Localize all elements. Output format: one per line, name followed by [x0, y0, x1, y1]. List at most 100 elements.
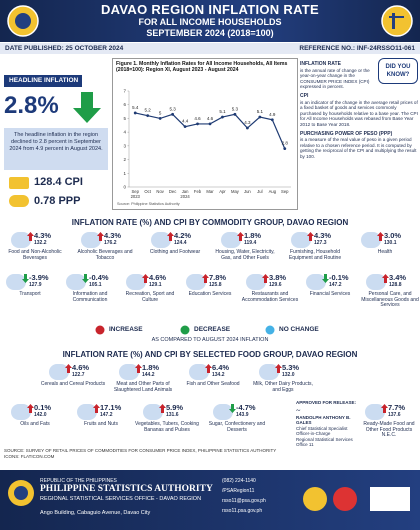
group-cpi: 143.9 — [236, 412, 249, 418]
group-name: Housing, Water, Electricity, Gas, and Ot… — [215, 249, 275, 261]
group-icon — [366, 274, 386, 290]
data-label: 5.2 — [145, 108, 152, 113]
group-icon — [81, 232, 101, 248]
group-rate: 7.7% — [388, 403, 406, 412]
group-name: Transport — [19, 291, 41, 297]
group-icon — [143, 404, 163, 420]
group-card: 7.7% 137.6 Ready-Made Food and Other Food … — [358, 402, 420, 442]
legend-item: NO CHANGE — [265, 324, 319, 337]
group-name: Vegetables, Tubers, Cooking Bananas and … — [135, 421, 199, 433]
group-icon — [77, 404, 97, 420]
trend-arrow-shape — [237, 232, 244, 241]
legend-item: DECREASE — [180, 324, 230, 337]
legend-note: AS COMPARED TO AUGUST 2024 INFLATION — [151, 337, 269, 343]
data-point — [146, 114, 150, 118]
peso-logo — [381, 5, 413, 37]
trend-arrow — [205, 364, 212, 373]
group-card: 4.3% 176.2 Alcoholic Beverages and Tobacco — [70, 230, 140, 270]
group-card: 3.0% 130.1 Health — [350, 230, 420, 270]
group-rate: 7.8% — [209, 273, 227, 282]
trend-arrow — [307, 232, 314, 241]
data-label: 2.8 — [282, 141, 289, 146]
data-label: 5.4 — [132, 105, 139, 110]
group-icon — [365, 404, 385, 420]
group-icon — [151, 232, 171, 248]
legend-dot — [180, 325, 190, 335]
group-card: 1.8% 119.4 Housing, Water, Electricity, Ga… — [210, 230, 280, 270]
trend-arrow — [82, 274, 89, 283]
trend-arrow-shape — [377, 232, 384, 241]
headline-cpi: 128.4 CPI — [34, 176, 83, 188]
psa-logo — [7, 5, 39, 37]
group-cpi: 125.8 — [209, 282, 222, 288]
group-icon — [119, 364, 139, 380]
data-point — [183, 125, 187, 129]
group-card: 4.2% 124.4 Clothing and Footwear — [140, 230, 210, 270]
group-rate: 17.1% — [100, 403, 122, 412]
headline-text: The headline inflation in the region dec… — [4, 128, 108, 170]
trend-arrow — [97, 232, 104, 241]
x-tick-label: Feb — [194, 189, 202, 194]
trend-arrow — [135, 364, 142, 373]
trend-arrow — [275, 364, 282, 373]
trend-arrow-shape — [275, 364, 282, 373]
group-cpi: 132.2 — [34, 240, 47, 246]
headline-heading: HEADLINE INFLATION — [4, 75, 82, 87]
data-point — [196, 122, 199, 126]
trend-arrow — [229, 404, 236, 413]
trend-arrow — [159, 404, 166, 413]
group-name: Clothing and Footwear — [149, 249, 201, 255]
group-card: -0.4% 105.1 Information and Communication — [60, 272, 120, 312]
trend-arrow-shape — [82, 274, 89, 283]
trend-arrow-shape — [65, 364, 72, 373]
group-rate: 4.6% — [149, 273, 167, 282]
title: DAVAO REGION INFLATION RATE — [100, 2, 320, 17]
x-tick-label: Sep — [281, 189, 289, 194]
group-cpi: 129.6 — [269, 282, 282, 288]
definition-text: is the annual rate of change or the year… — [300, 67, 370, 90]
group-card: 0.1% 142.0 Oils and Fats — [2, 402, 68, 442]
trend-arrow-shape — [381, 404, 388, 413]
x-tick-label: Dec — [169, 189, 176, 194]
footer-agency: PHILIPPINE STATISTICS AUTHORITY — [40, 484, 213, 494]
group-rate: 5.9% — [166, 403, 184, 412]
legend-swatch — [95, 325, 105, 335]
headline-ppp: 0.78 PPP — [34, 195, 81, 207]
trend-arrow — [237, 232, 244, 241]
group-rate: 6.4% — [212, 363, 230, 372]
group-card: 4.3% 127.3 Furnishing, Household Equipment… — [280, 230, 350, 270]
group-cpi: 131.6 — [166, 412, 179, 418]
approver-position: Chief Statistical Specialist — [296, 425, 348, 431]
trend-arrow-shape — [27, 232, 34, 241]
headline-rate: 2.8% — [4, 92, 59, 119]
group-name: Fruits and Nuts — [84, 421, 118, 427]
group-name: Health — [377, 249, 393, 255]
group-name: Sugar, Confectionery and Desserts — [208, 421, 266, 433]
trend-arrow — [93, 404, 100, 413]
approver-name: RANDOLPH ANTHONY B. GALES — [296, 414, 351, 426]
data-label: 5.3 — [169, 106, 176, 111]
chart-title-box: Figure 1. Monthly Inflation Rates for Al… — [116, 61, 287, 73]
source: SOURCE: SURVEY OF RETAIL PRICES OF COMMO… — [4, 448, 294, 459]
y-tick-label: 3 — [123, 143, 126, 148]
group-name: Education Services — [188, 291, 232, 297]
footer-contacts: (082) 224-1140 /PSARegion11 rsso11@psa.g… — [222, 476, 266, 516]
group-icon — [361, 232, 381, 248]
trend-arrow — [22, 274, 29, 283]
trend-arrow-shape — [262, 274, 269, 283]
trend-arrow-shape — [307, 232, 314, 241]
meta-bar: DATE PUBLISHED: 25 OCTOBER 2024 REFERENC… — [0, 43, 420, 54]
cart-icon — [9, 177, 29, 207]
footer-social: /PSARegion11 — [222, 488, 255, 494]
group-rate: 4.6% — [72, 363, 90, 372]
group-cpi: 129.1 — [149, 282, 162, 288]
group-name: Financial Services — [309, 291, 351, 297]
date-published: DATE PUBLISHED: 25 OCTOBER 2024 — [5, 45, 124, 52]
x-tick-label: Aug — [269, 189, 277, 194]
group-cpi: 176.2 — [104, 240, 117, 246]
group-name: Recreation, Sport and Culture — [125, 291, 175, 303]
group-icon — [221, 232, 241, 248]
x-tick-label: Apr — [219, 189, 226, 194]
group-cpi: 132.0 — [282, 372, 295, 378]
group-name: Milk, Other Dairy Products, and Eggs — [253, 381, 313, 393]
